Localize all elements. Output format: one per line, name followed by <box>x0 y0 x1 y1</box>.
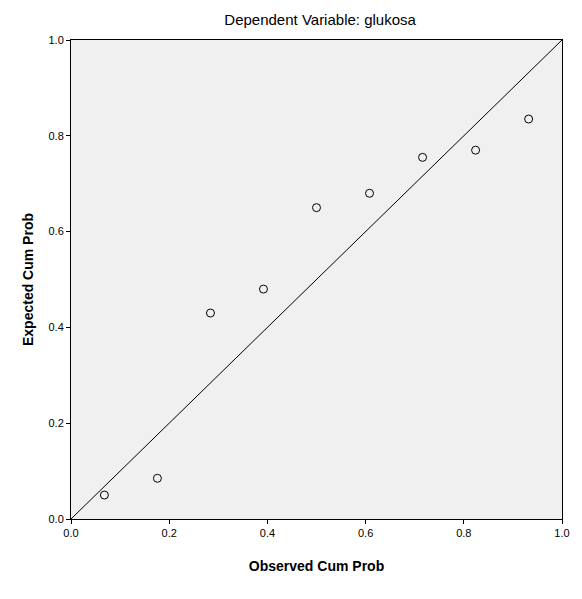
svg-text:0.6: 0.6 <box>358 527 373 539</box>
svg-text:Dependent Variable: glukosa: Dependent Variable: glukosa <box>224 11 416 28</box>
svg-text:1.0: 1.0 <box>554 527 569 539</box>
svg-text:0.8: 0.8 <box>456 527 471 539</box>
svg-text:1.0: 1.0 <box>49 34 64 46</box>
svg-text:0.0: 0.0 <box>49 513 64 525</box>
svg-text:0.2: 0.2 <box>162 527 177 539</box>
svg-text:0.2: 0.2 <box>49 417 64 429</box>
svg-text:Expected Cum Prob: Expected Cum Prob <box>20 213 36 346</box>
svg-text:Observed Cum Prob: Observed Cum Prob <box>249 558 384 574</box>
svg-text:0.0: 0.0 <box>63 527 78 539</box>
svg-text:0.4: 0.4 <box>49 321 64 333</box>
svg-text:0.6: 0.6 <box>49 225 64 237</box>
svg-text:0.4: 0.4 <box>260 527 275 539</box>
svg-text:0.8: 0.8 <box>49 130 64 142</box>
